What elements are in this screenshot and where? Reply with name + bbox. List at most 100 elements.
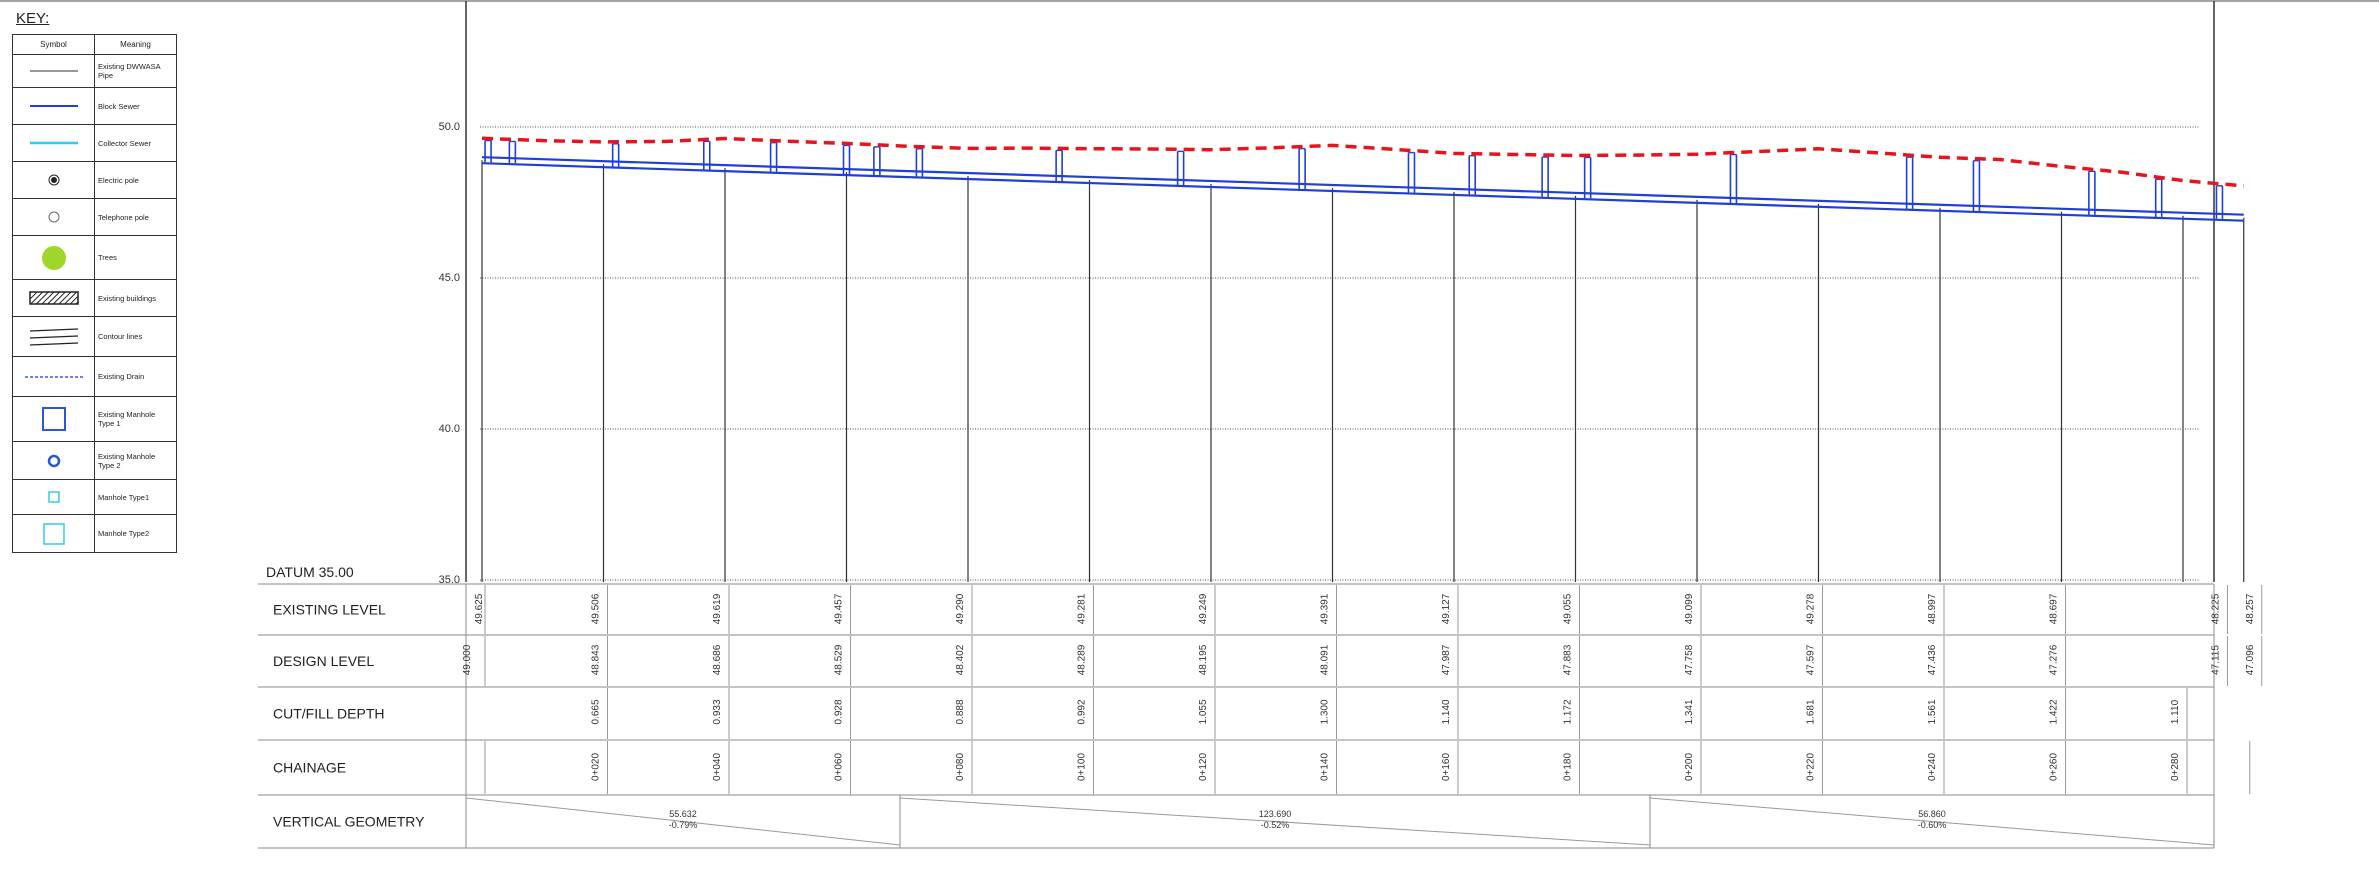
- design-level-value: 48.529: [834, 644, 845, 675]
- design-level-value: 48.091: [1320, 644, 1331, 675]
- chainage-value: 0+220: [1806, 753, 1817, 782]
- manhole-square-icon: [41, 407, 66, 431]
- existing-level-value: 49.127: [1441, 593, 1452, 624]
- legend-header-row: Symbol Meaning: [12, 34, 177, 55]
- legend-meaning: Telephone pole: [94, 198, 177, 236]
- legend-meaning: Existing DWWASA Pipe: [94, 54, 177, 88]
- chainage-value: 0+160: [1441, 753, 1452, 782]
- legend-meaning: Block Sewer: [94, 87, 177, 125]
- legend-row: Collector Sewer: [12, 124, 177, 162]
- design-level-value: 48.289: [1077, 644, 1088, 675]
- legend-title: KEY:: [16, 10, 50, 27]
- datum-label: DATUM 35.00: [266, 564, 354, 580]
- design-level-value: 48.843: [591, 644, 602, 675]
- design-level-value: 48.686: [712, 644, 723, 675]
- cut-fill-value: 1.561: [1927, 699, 1938, 724]
- design-level-value: 47.597: [1806, 644, 1817, 675]
- vertical-geometry-length: 55.632: [669, 809, 697, 819]
- elevation-tick-label: 45.0: [439, 272, 460, 284]
- legend-row: Existing Drain: [12, 356, 177, 397]
- thin-line-icon: [29, 70, 78, 72]
- existing-level-value: 48.257: [2245, 593, 2256, 624]
- cut-fill-value: 0.665: [591, 699, 602, 724]
- vertical-geometry-grade: -0.60%: [1918, 820, 1947, 830]
- cut-fill-value: 1.140: [1441, 699, 1452, 724]
- manhole-large-square-icon: [42, 522, 65, 545]
- tree-icon: [41, 245, 66, 270]
- electric-pole-icon: [48, 174, 59, 186]
- chainage-value: 0+240: [1927, 753, 1938, 782]
- design-level-value: 47.987: [1441, 644, 1452, 675]
- existing-level-value: 48.697: [2049, 593, 2060, 624]
- existing-ground-line: [481, 136, 2244, 188]
- existing-level-value: 49.290: [955, 593, 966, 624]
- legend-meaning: Collector Sewer: [94, 124, 177, 162]
- design-level-value: 47.276: [2049, 644, 2060, 675]
- band-row-label: CUT/FILL DEPTH: [273, 706, 385, 722]
- legend-meaning: Existing Drain: [94, 356, 177, 397]
- legend-row: Existing DWWASA Pipe: [12, 54, 177, 88]
- cut-fill-value: 0.928: [834, 699, 845, 724]
- cut-fill-value: 1.422: [2049, 699, 2060, 724]
- vertical-geometry-slope: [1649, 797, 2215, 846]
- chainage-value: 0+080: [955, 753, 966, 782]
- legend-meaning: Trees: [94, 235, 177, 280]
- legend-row: Existing Manhole Type 2: [12, 441, 177, 480]
- legend-meaning: Existing buildings: [94, 279, 177, 317]
- blue-line-icon: [29, 105, 78, 107]
- elevation-gridlines: 50.0 45.0 40.0 35.0: [439, 121, 2200, 586]
- legend-meaning: Manhole Type2: [94, 514, 177, 553]
- vertical-geometry-grade: -0.79%: [669, 820, 698, 830]
- profile-frame: [0, 0, 2379, 582]
- cut-fill-value: 0.992: [1077, 699, 1088, 724]
- design-level-value: 47.115: [2210, 645, 2221, 675]
- cut-fill-value: 0.933: [712, 699, 723, 724]
- legend-panel: KEY: Symbol Meaning Existing DWWASA Pipe…: [12, 10, 177, 585]
- existing-level-value: 49.278: [1806, 593, 1817, 624]
- legend-row: Manhole Type2: [12, 514, 177, 553]
- manhole-circle-icon: [47, 454, 60, 467]
- chainage-value: 0+060: [834, 753, 845, 782]
- elevation-tick-label: 35.0: [439, 574, 460, 586]
- chainage-value: 0+120: [1198, 753, 1209, 782]
- hatched-building-icon: [28, 291, 79, 305]
- existing-level-value: 49.099: [1684, 593, 1695, 624]
- legend-row: Trees: [12, 235, 177, 280]
- chainage-value: 0+020: [591, 753, 602, 782]
- legend-row: Block Sewer: [12, 87, 177, 125]
- vertical-geometry-length: 123.690: [1259, 809, 1292, 819]
- existing-level-value: 49.391: [1320, 593, 1331, 624]
- station-lines: [481, 160, 2245, 582]
- cut-fill-value: 1.172: [1563, 699, 1574, 724]
- elevation-tick-label: 50.0: [439, 121, 460, 133]
- band-row-label: EXISTING LEVEL: [273, 602, 386, 618]
- chainage-value: 0+280: [2170, 753, 2181, 782]
- design-level-value: 47.436: [1927, 644, 1938, 675]
- manhole-shafts: [484, 139, 2224, 219]
- legend-table: Symbol Meaning Existing DWWASA Pipe Bloc…: [12, 34, 177, 553]
- existing-level-value: 49.249: [1198, 593, 1209, 624]
- band-row-label: VERTICAL GEOMETRY: [273, 814, 425, 830]
- vertical-geometry-length: 56.860: [1918, 809, 1946, 819]
- contour-lines-icon: [29, 327, 78, 346]
- design-level-value: 47.758: [1684, 644, 1695, 675]
- cut-fill-value: 1.300: [1320, 699, 1331, 724]
- telephone-pole-icon: [48, 211, 59, 223]
- cut-fill-value: 1.681: [1806, 699, 1817, 724]
- chainage-value: 0+200: [1684, 753, 1695, 782]
- design-level-value: 49.000: [462, 644, 473, 675]
- design-level-value: 48.195: [1198, 644, 1209, 675]
- cut-fill-value: 0.888: [955, 699, 966, 724]
- vertical-geometry-slope: [899, 797, 1651, 846]
- vertical-geometry-grade: -0.52%: [1261, 820, 1290, 830]
- cyan-line-icon: [29, 141, 78, 145]
- manhole-small-square-icon: [47, 491, 60, 503]
- existing-level-value: 49.619: [712, 593, 723, 624]
- legend-row: Existing buildings: [12, 279, 177, 317]
- band-row-label: CHAINAGE: [273, 760, 346, 776]
- chainage-value: 0+140: [1320, 753, 1331, 782]
- data-bands: EXISTING LEVEL DESIGN LEVEL CUT/FILL DEPTH…: [258, 583, 2215, 849]
- design-level-value: 48.402: [955, 644, 966, 675]
- existing-level-value: 48.997: [1927, 593, 1938, 624]
- chainage-value: 0+260: [2049, 753, 2060, 782]
